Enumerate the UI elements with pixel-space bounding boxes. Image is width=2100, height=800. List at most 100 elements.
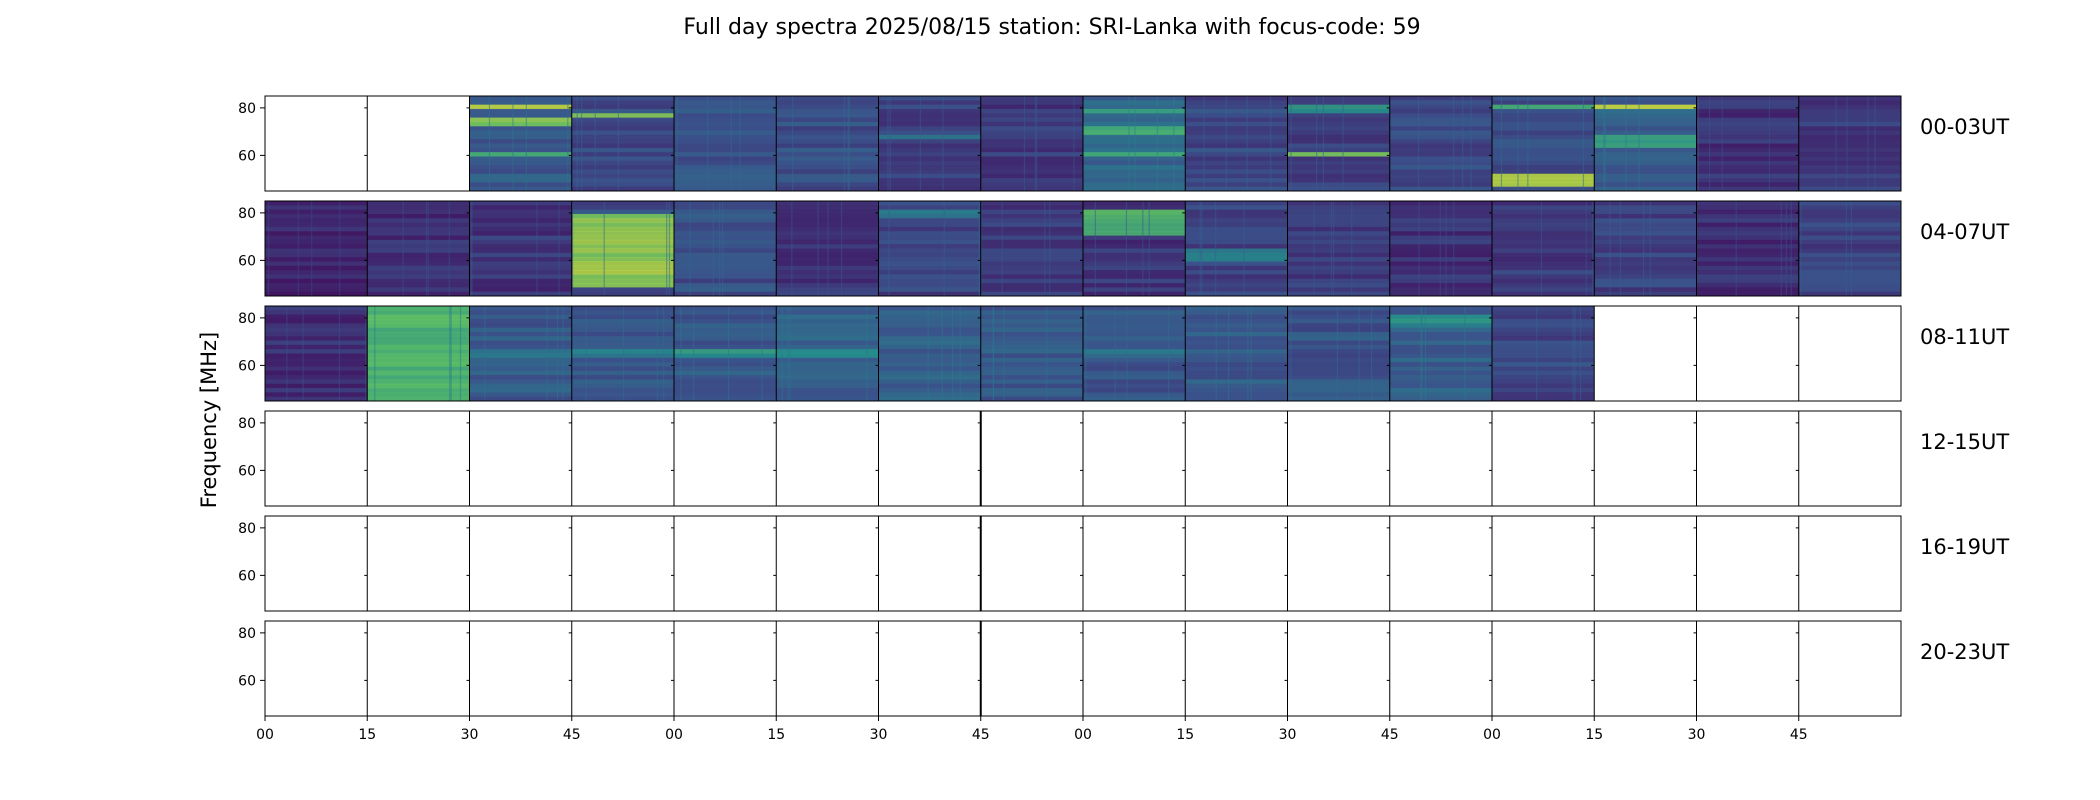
spectrum-stripe <box>367 239 470 245</box>
spectrum-column <box>1114 306 1116 401</box>
spectrum-stripe <box>1389 274 1492 280</box>
spectrum-stripe <box>674 383 777 389</box>
spectrum-column <box>1142 201 1144 296</box>
spectrum-stripe <box>1798 126 1901 132</box>
spectrum-stripe <box>1287 226 1390 232</box>
spectrum-stripe <box>1594 100 1697 106</box>
spectrum-stripe <box>265 244 368 249</box>
spectrum-column <box>1768 96 1771 191</box>
spectrum-stripe <box>571 121 674 127</box>
spectrum-stripe <box>1389 100 1492 106</box>
spectrum-stripe <box>1185 306 1288 311</box>
spectrum-stripe <box>1492 108 1595 114</box>
spectrum-stripe <box>1492 375 1595 380</box>
spectrum-stripe <box>1287 126 1390 132</box>
spectrum-stripe <box>367 257 470 262</box>
spectrum-stripe <box>674 108 777 114</box>
spectrum-stripe <box>571 156 674 162</box>
spectrum-column <box>707 96 709 191</box>
spectrum-stripe <box>878 231 981 237</box>
spectrum-stripe <box>571 306 674 311</box>
spectrum-stripe <box>1492 379 1595 385</box>
spectrum-column <box>1290 96 1292 191</box>
spectrum-column <box>1358 306 1360 401</box>
spectrum-stripe <box>1798 235 1901 241</box>
row-label: 12-15UT <box>1920 430 2009 454</box>
spectrum-stripe <box>1083 226 1186 232</box>
spectrum-stripe <box>1185 257 1288 262</box>
spectrum-stripe <box>1389 370 1492 376</box>
spectrum-column <box>951 306 954 401</box>
spectrum-stripe <box>980 278 1083 284</box>
spectrum-stripe <box>674 370 777 376</box>
spectrum-stripe <box>571 235 674 241</box>
spectrum-stripe <box>571 143 674 149</box>
spectrum-stripe <box>469 218 572 224</box>
spectrum-stripe <box>1389 283 1492 288</box>
spectrum-stripe <box>980 152 1083 157</box>
spectrum-stripe <box>1389 362 1492 367</box>
spectrum-stripe <box>980 370 1083 376</box>
spectrum-stripe <box>776 201 879 206</box>
spectrum-stripe <box>571 388 674 393</box>
spectrum-stripe <box>1083 186 1186 192</box>
spectrum-stripe <box>1389 213 1492 219</box>
spectrum-stripe <box>776 357 879 363</box>
spectrum-stripe <box>1389 218 1492 224</box>
spectrum-stripe <box>367 379 470 385</box>
spectrum-stripe <box>1185 278 1288 284</box>
spectrum-stripe <box>980 117 1083 123</box>
spectrum-stripe <box>980 392 1083 398</box>
spectrum-stripe <box>367 362 470 367</box>
spectrum-stripe <box>1389 252 1492 258</box>
spectrum-stripe <box>1492 274 1595 280</box>
spectrum-stripe <box>776 366 879 372</box>
spectrum-stripe <box>980 113 1083 119</box>
spectrum-stripe <box>469 257 572 262</box>
spectrum-stripe <box>265 379 368 385</box>
spectrum-stripe <box>1185 104 1288 110</box>
y-tick-label: 80 <box>238 521 256 537</box>
spectrum-stripe <box>1696 156 1799 162</box>
spectrum-stripe <box>469 130 572 136</box>
spectrum-stripe <box>1083 336 1186 342</box>
spectrum-stripe <box>776 310 879 316</box>
spectrum-stripe <box>265 231 368 237</box>
spectrum-stripe <box>469 396 572 402</box>
spectrum-column <box>1582 96 1585 191</box>
spectrum-stripe <box>1696 226 1799 232</box>
spectrum-stripe <box>1594 274 1697 280</box>
spectrum-stripe <box>571 291 674 297</box>
spectrum-stripe <box>265 283 368 288</box>
spectrum-stripe <box>1287 261 1390 267</box>
spectrum-stripe <box>1389 331 1492 337</box>
spectrum-stripe <box>469 344 572 350</box>
spectrum-stripe <box>1696 257 1799 262</box>
spectrum-stripe <box>1798 100 1901 106</box>
spectrogram-panel <box>1594 96 1697 192</box>
spectrum-stripe <box>265 213 368 219</box>
spectrum-stripe <box>1389 201 1492 206</box>
spectrum-column <box>889 96 891 191</box>
spectrum-stripe <box>1696 283 1799 288</box>
spectrum-stripe <box>1083 182 1186 188</box>
spectrum-stripe <box>1389 270 1492 275</box>
spectrum-stripe <box>1083 257 1186 262</box>
spectrum-stripe <box>980 100 1083 106</box>
y-tick-label: 60 <box>238 148 256 164</box>
spectrum-stripe <box>1696 218 1799 224</box>
spectrum-stripe <box>1185 139 1288 144</box>
spectrum-stripe <box>878 248 981 254</box>
spectrum-stripe <box>1594 252 1697 258</box>
spectrum-stripe <box>1287 396 1390 402</box>
spectrum-stripe <box>1389 244 1492 249</box>
spectrum-column <box>1225 96 1227 191</box>
spectrum-stripe <box>1492 265 1595 271</box>
spectrum-stripe <box>1185 323 1288 329</box>
spectrum-stripe <box>367 291 470 297</box>
spectrum-column <box>1517 96 1519 191</box>
spectrum-stripe <box>776 340 879 346</box>
spectrum-stripe <box>367 201 470 206</box>
spectrogram-panel <box>878 96 981 192</box>
x-tick-label: 00 <box>1074 727 1092 743</box>
